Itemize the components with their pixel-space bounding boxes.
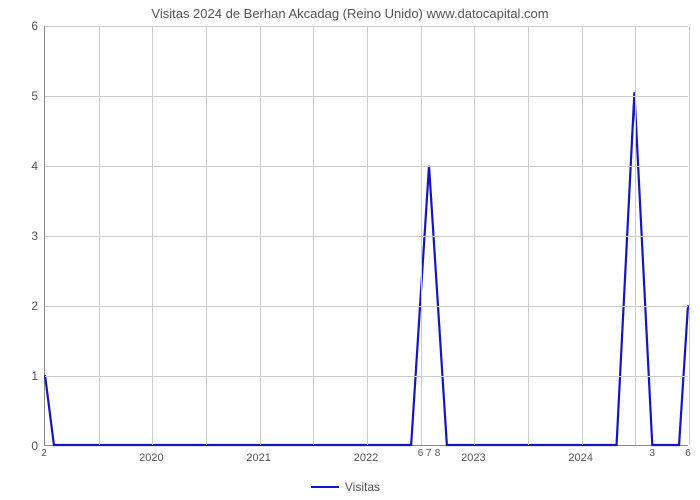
x-point-label: 6	[418, 448, 424, 459]
x-year-label: 2024	[568, 452, 592, 464]
visits-chart: Visitas 2024 de Berhan Akcadag (Reino Un…	[0, 0, 700, 500]
plot-area	[44, 26, 688, 446]
x-point-label: 2	[41, 448, 47, 459]
x-point-label: 6	[685, 448, 691, 459]
gridline-v	[421, 26, 422, 445]
y-tick-label: 5	[8, 89, 38, 103]
y-tick-label: 1	[8, 369, 38, 383]
y-tick-label: 3	[8, 229, 38, 243]
x-point-label: 8	[435, 448, 441, 459]
x-point-label: 3	[649, 448, 655, 459]
gridline-v	[582, 26, 583, 445]
y-tick-label: 4	[8, 159, 38, 173]
gridline-v	[528, 26, 529, 445]
x-year-label: 2021	[246, 452, 270, 464]
y-tick-label: 0	[8, 439, 38, 453]
y-tick-label: 6	[8, 19, 38, 33]
chart-title: Visitas 2024 de Berhan Akcadag (Reino Un…	[0, 6, 700, 21]
x-year-label: 2022	[354, 452, 378, 464]
x-year-label: 2020	[139, 452, 163, 464]
gridline-v	[474, 26, 475, 445]
x-point-label: 7	[426, 448, 432, 459]
gridline-v	[152, 26, 153, 445]
gridline-v	[313, 26, 314, 445]
gridline-v	[260, 26, 261, 445]
legend-swatch	[311, 486, 339, 488]
gridline-v	[99, 26, 100, 445]
legend-label: Visitas	[345, 480, 380, 494]
x-year-label: 2023	[461, 452, 485, 464]
gridline-v	[367, 26, 368, 445]
gridline-v	[206, 26, 207, 445]
y-tick-label: 2	[8, 299, 38, 313]
gridline-v	[635, 26, 636, 445]
gridline-v	[689, 26, 690, 445]
legend: Visitas	[311, 480, 380, 494]
